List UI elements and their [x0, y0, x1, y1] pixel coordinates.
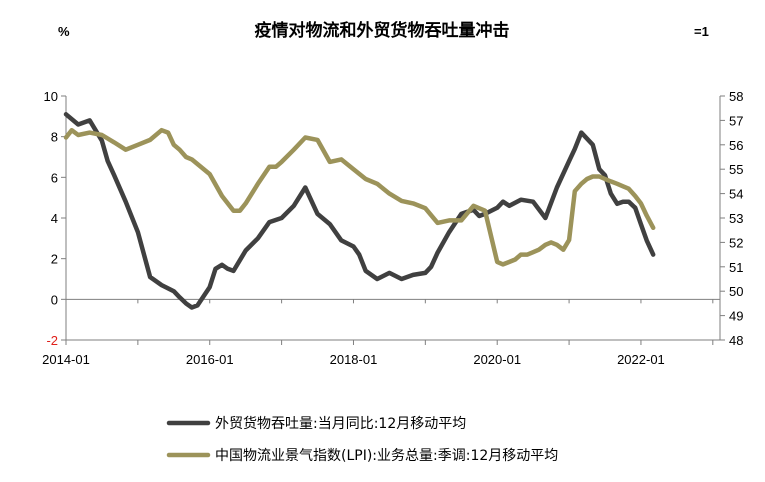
series-line-2 — [63, 127, 656, 267]
legend-label-series-1: 外贸货物吞吐量:当月同比:12月移动平均 — [215, 415, 466, 432]
x-axis-tick-label: 2018-01 — [330, 352, 378, 367]
right-axis-tick-label: 50 — [729, 284, 743, 299]
right-axis-tick-label: 48 — [729, 333, 743, 348]
series-group — [63, 112, 656, 310]
left-axis-tick-label: 0 — [51, 292, 58, 307]
series-line-1 — [63, 112, 656, 310]
right-axis-tick-label: 52 — [729, 235, 743, 250]
right-axis-tick-label: 53 — [729, 211, 743, 226]
x-axis-tick-label: 2020-01 — [473, 352, 521, 367]
right-axis-tick-label: 56 — [729, 138, 743, 153]
right-axis-tick-label: 57 — [729, 113, 743, 128]
left-axis-tick-label: 8 — [51, 130, 58, 145]
left-axis-tick-label: 10 — [44, 89, 58, 104]
x-axis-tick-label: 2014-01 — [42, 352, 90, 367]
right-axis-tick-label: 55 — [729, 162, 743, 177]
left-axis-tick-label: -2 — [46, 333, 58, 348]
left-axis-tick-label: 4 — [51, 211, 58, 226]
left-axis-tick-label: 2 — [51, 252, 58, 267]
chart-title: 疫情对物流和外贸货物吞吐量冲击 — [255, 20, 510, 41]
left-axis-unit: % — [58, 24, 70, 39]
x-axis-tick-label: 2016-01 — [186, 352, 234, 367]
right-axis-unit: =1 — [694, 24, 709, 39]
legend-label-series-2: 中国物流业景气指数(LPI):业务总量:季调:12月移动平均 — [215, 448, 558, 464]
right-axis-tick-label: 54 — [729, 187, 743, 202]
x-axis-tick-label: 2022-01 — [617, 352, 665, 367]
right-axis-tick-label: 51 — [729, 260, 743, 275]
legend: 外贸货物吞吐量:当月同比:12月移动平均 中国物流业景气指数(LPI):业务总量… — [166, 415, 558, 464]
right-axis-tick-label: 58 — [729, 89, 743, 104]
left-axis-tick-label: 6 — [51, 170, 58, 185]
axes-group: -2 0 2 4 6 8 10 48 49 50 51 52 53 54 55 56 57 58 2014-01 20… — [42, 89, 743, 367]
right-axis-tick-label: 49 — [729, 309, 743, 324]
